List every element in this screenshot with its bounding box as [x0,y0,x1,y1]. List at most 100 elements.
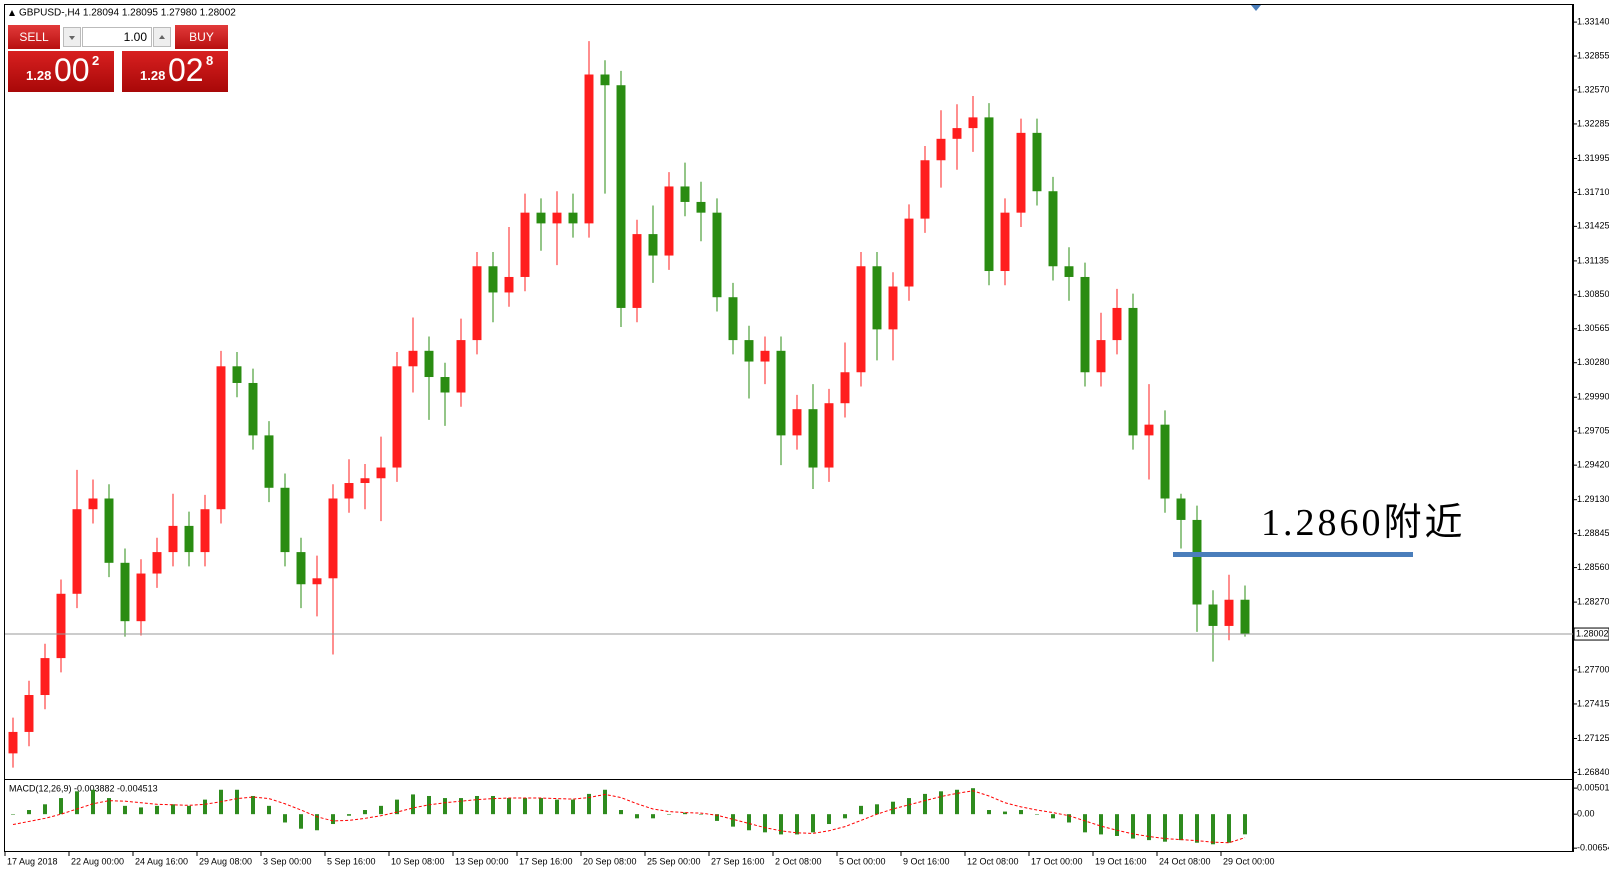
current-price-label: 1.28002 [1576,628,1609,638]
candle-body [952,128,962,139]
macd-bar [939,791,943,815]
x-tick-label: 17 Oct 00:00 [1031,856,1083,866]
buy-price[interactable]: 1.28 02 8 [122,51,228,92]
macd-bar [411,794,415,815]
lot-decrease[interactable] [63,27,81,47]
x-tick-label: 17 Aug 2018 [7,856,58,866]
price-pips: 00 [54,52,90,88]
y-tick-label: 0.00 [1577,809,1595,819]
candle-body [872,266,882,330]
y-tick-label: 1.28845 [1577,528,1609,538]
x-tick-label: 24 Aug 16:00 [135,856,188,866]
macd-bar [523,798,527,815]
candle-body [904,218,914,287]
sell-button[interactable]: SELL [8,25,60,49]
y-tick-label: 1.28270 [1577,596,1609,606]
macd-bar [443,798,447,815]
candle-body [360,478,370,484]
macd-bar [475,795,479,815]
x-tick-label: 5 Sep 16:00 [327,856,376,866]
candle-body [1064,266,1074,277]
symbol-header: GBPUSD-,H4 1.28094 1.28095 1.27980 1.280… [19,8,236,19]
macd-bar [267,805,271,815]
y-tick-label: 1.29420 [1577,460,1609,470]
candle-body [312,578,322,585]
y-tick-label: 1.31710 [1577,187,1609,197]
macd-bar [11,814,15,815]
candle-body [856,266,866,373]
candle-body [24,695,34,732]
candle-body [88,498,98,510]
macd-bar [331,814,335,825]
candle-body [920,160,930,219]
macd-bar [811,814,815,833]
macd-bar [827,814,831,825]
buy-button[interactable]: BUY [175,25,228,49]
candle-body [504,276,514,293]
candle-body [968,117,978,129]
x-tick-label: 24 Oct 08:00 [1159,856,1211,866]
candle-body [72,509,82,594]
macd-bar [555,799,559,815]
x-tick-label: 3 Sep 00:00 [263,856,312,866]
candle-body [616,85,626,308]
candle-body [328,498,338,579]
macd-bar [1163,814,1167,842]
y-tick-label: 1.29130 [1577,494,1609,504]
y-tick-label: 1.27125 [1577,733,1609,743]
macd-bar [139,807,143,815]
y-tick-label: 1.33140 [1577,16,1609,26]
y-tick-label: 1.30280 [1577,357,1609,367]
x-tick-label: 13 Sep 00:00 [455,856,509,866]
indicator-title: MACD(12,26,9) -0.003882 -0.004513 [9,783,158,793]
candle-body [632,234,642,308]
macd-bar [651,814,655,819]
candle-body [712,212,722,298]
macd-bar [1227,814,1231,843]
symbol-icon [9,10,15,16]
candle-body [600,74,610,86]
y-tick-label: 1.31135 [1577,255,1609,265]
candle-body [440,377,450,393]
candle-body [376,467,386,479]
candle-body [1192,519,1202,605]
macd-bar [1003,811,1007,815]
candle-body [168,525,178,553]
lot-increase[interactable] [153,27,171,47]
candle-body [648,234,658,256]
macd-bar [603,789,607,815]
macd-bar [1099,814,1103,835]
macd-bar [251,795,255,815]
candle-body [408,350,418,367]
y-tick-label: 1.27700 [1577,664,1609,674]
macd-bar [907,798,911,815]
candle-body [1208,604,1218,626]
price-prefix: 1.28 [140,68,166,83]
candle-body [216,366,226,510]
macd-bar [347,814,351,816]
price-fraction: 8 [206,53,214,68]
candle-body [1144,424,1154,436]
macd-bar [1211,814,1215,845]
y-tick-label: 1.27415 [1577,698,1609,708]
candle-body [760,350,770,362]
macd-bar [715,814,719,821]
x-tick-label: 20 Sep 08:00 [583,856,637,866]
candle-body [680,186,690,202]
macd-bar [1019,810,1023,815]
macd-bar [491,795,495,815]
macd-bar [731,814,735,827]
candle-body [664,186,674,256]
candle-body [280,487,290,553]
x-tick-label: 25 Sep 00:00 [647,856,701,866]
macd-bar [891,801,895,815]
macd-bar [955,789,959,815]
sell-price[interactable]: 1.28 00 2 [8,51,114,92]
candle-body [264,435,274,488]
macd-bar [203,799,207,815]
macd-bar [1083,814,1087,833]
lot-input[interactable]: 1.00 [82,27,152,47]
candle-body [1112,307,1122,341]
candle-body [584,74,594,224]
